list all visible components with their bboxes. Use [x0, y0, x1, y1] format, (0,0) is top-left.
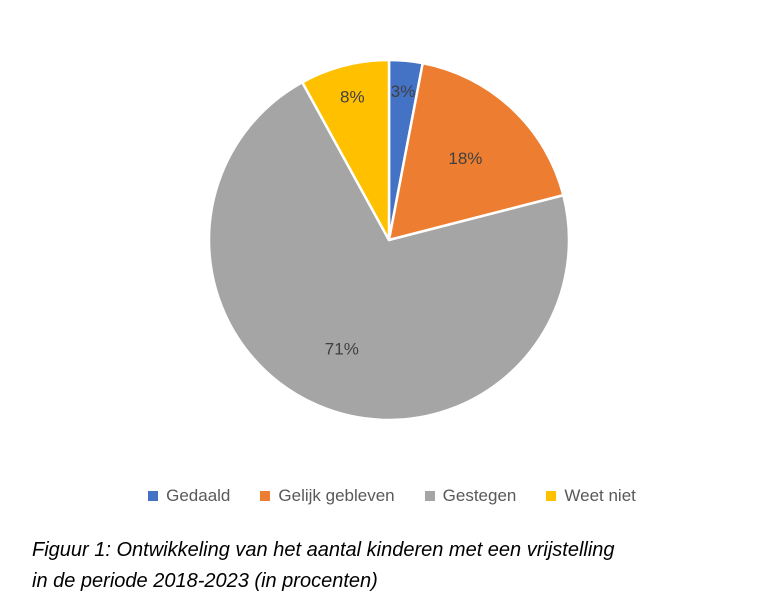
chart-legend: Gedaald Gelijk gebleven Gestegen Weet niet [0, 486, 784, 506]
pie-slice-gestegen [207, 81, 571, 422]
legend-label: Gedaald [166, 486, 231, 505]
caption-line-2: in de periode 2018-2023 (in procenten) [32, 570, 378, 592]
legend-label: Weet niet [564, 486, 636, 505]
legend-item-gedaald: Gedaald [148, 486, 230, 506]
caption-line-1: Figuur 1: Ontwikkeling van het aantal ki… [32, 539, 615, 561]
legend-item-gestegen: Gestegen [424, 486, 517, 506]
data-label-gestegen: 71% [325, 340, 359, 359]
figure-caption: Figuur 1: Ontwikkeling van het aantal ki… [32, 535, 772, 597]
data-label-gelijk-gebleven: 18% [448, 149, 482, 168]
legend-swatch [546, 491, 557, 501]
legend-item-gelijk-gebleven: Gelijk gebleven [260, 486, 395, 506]
pie-slice-gelijk-gebleven [387, 61, 565, 242]
data-label-weet-niet: 8% [340, 88, 365, 107]
legend-swatch [148, 491, 159, 501]
data-label-gedaald: 3% [391, 82, 416, 101]
pie-slice-weet-niet [301, 58, 391, 242]
legend-swatch [260, 491, 271, 501]
legend-swatch [424, 491, 435, 501]
legend-item-weet-niet: Weet niet [546, 486, 636, 506]
legend-label: Gelijk gebleven [278, 486, 395, 505]
legend-label: Gestegen [442, 486, 517, 505]
pie-chart: 3% 18% 71% 8% [207, 58, 571, 422]
